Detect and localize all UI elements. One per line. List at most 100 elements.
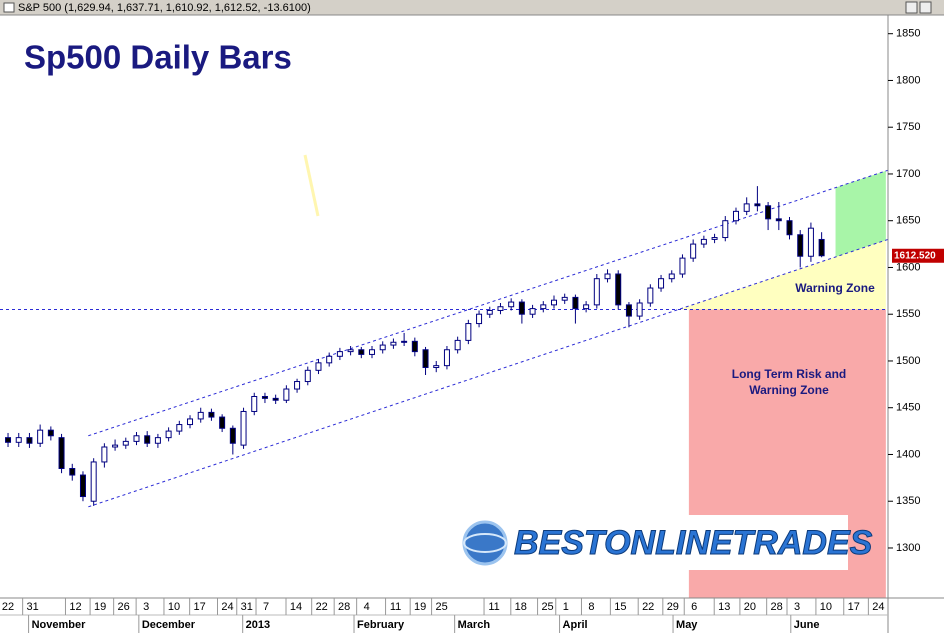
candle-body [658,278,665,289]
candle-body [711,237,718,240]
candle-body [240,410,247,446]
y-tick-label: 1600 [896,261,920,273]
channel-line [88,169,889,437]
candle-body [807,227,814,257]
candle-body [518,301,525,315]
y-tick-label: 1800 [896,74,920,86]
y-tick-label: 1850 [896,28,920,40]
risk-zone-label: Warning Zone [749,383,829,397]
logo-globe [462,520,508,566]
candle-body [69,467,76,476]
candle-body [336,351,343,357]
close-button[interactable] [919,1,932,14]
x-tick-label: 3 [794,601,800,613]
month-label: December [142,619,196,631]
candle-body [550,299,557,306]
warning-zone-label: Warning Zone [795,281,875,295]
logo-globe-ring [463,533,507,553]
decor-streak [303,154,320,217]
candle-body [101,446,108,463]
x-tick-label: 8 [588,601,594,613]
candle-body [219,416,226,429]
candle-body [454,339,461,351]
candle-body [283,388,290,401]
month-label: 2013 [246,619,270,631]
candle-body [786,220,793,236]
candle-body [347,349,354,353]
candle-body [679,257,686,275]
candle-body [668,273,675,280]
x-tick-label: 13 [718,601,730,613]
candle-body [58,437,65,469]
x-tick-label: 4 [364,601,370,613]
x-tick-label: 26 [118,601,130,613]
candle-body [133,435,140,442]
logo-box [458,515,848,570]
x-tick-label: 19 [94,601,106,613]
month-label: April [563,619,588,631]
candle-body [294,381,301,390]
candle-body [187,418,194,426]
candle-body [79,474,86,498]
y-tick-label: 1700 [896,168,920,180]
candle-body [26,437,33,444]
month-label: February [357,619,405,631]
month-label: November [32,619,87,631]
month-label: March [458,619,491,631]
candle-body [433,365,440,369]
x-tick-label: 22 [2,601,14,613]
x-tick-label: 15 [614,601,626,613]
candle-body [593,278,600,306]
x-tick-label: 17 [848,601,860,613]
x-tick-label: 7 [263,601,269,613]
x-tick-label: 28 [771,601,783,613]
candle-body [722,220,729,239]
x-tick-label: 19 [414,601,426,613]
candle-body [636,302,643,317]
candle-body [775,218,782,222]
candle-body [754,203,761,207]
x-tick-label: 24 [221,601,233,613]
restore-button[interactable] [905,1,918,14]
candle-body [497,306,504,311]
month-label: May [676,619,698,631]
candle-body [261,395,268,399]
x-tick-label: 12 [69,601,81,613]
candle-body [272,397,279,401]
y-tick-label: 1300 [896,542,920,554]
candle-body [465,323,472,341]
x-tick-label: 25 [541,601,553,613]
x-tick-label: 24 [872,601,884,613]
candle-body [165,430,172,439]
candle-body [615,273,622,306]
logo: BESTONLINETRADES [458,515,873,570]
candle-body [765,205,772,220]
candle-body [122,440,129,446]
candle-body [369,349,376,355]
candle-body [732,210,739,222]
candle-body [304,369,311,383]
x-tick-label: 28 [338,601,350,613]
candle-body [229,427,236,444]
x-tick-label: 11 [390,601,401,613]
x-tick-label: 3 [143,601,149,613]
x-tick-label: 31 [27,601,39,613]
candle-body [251,395,258,412]
x-tick-label: 1 [563,601,569,613]
x-tick-label: 17 [194,601,206,613]
x-tick-label: 6 [691,601,697,613]
candle-body [5,437,12,443]
candle-body [90,461,97,502]
candle-body [144,435,151,444]
warning-zone [678,240,886,310]
x-tick-label: 29 [667,601,679,613]
candle-body [818,238,825,257]
candle-body [572,296,579,310]
x-tick-label: 14 [290,601,302,613]
candle-body [326,355,333,364]
candle-body [443,349,450,367]
candle-body [529,308,536,315]
candle-body [561,296,568,301]
candle-body [112,444,119,448]
